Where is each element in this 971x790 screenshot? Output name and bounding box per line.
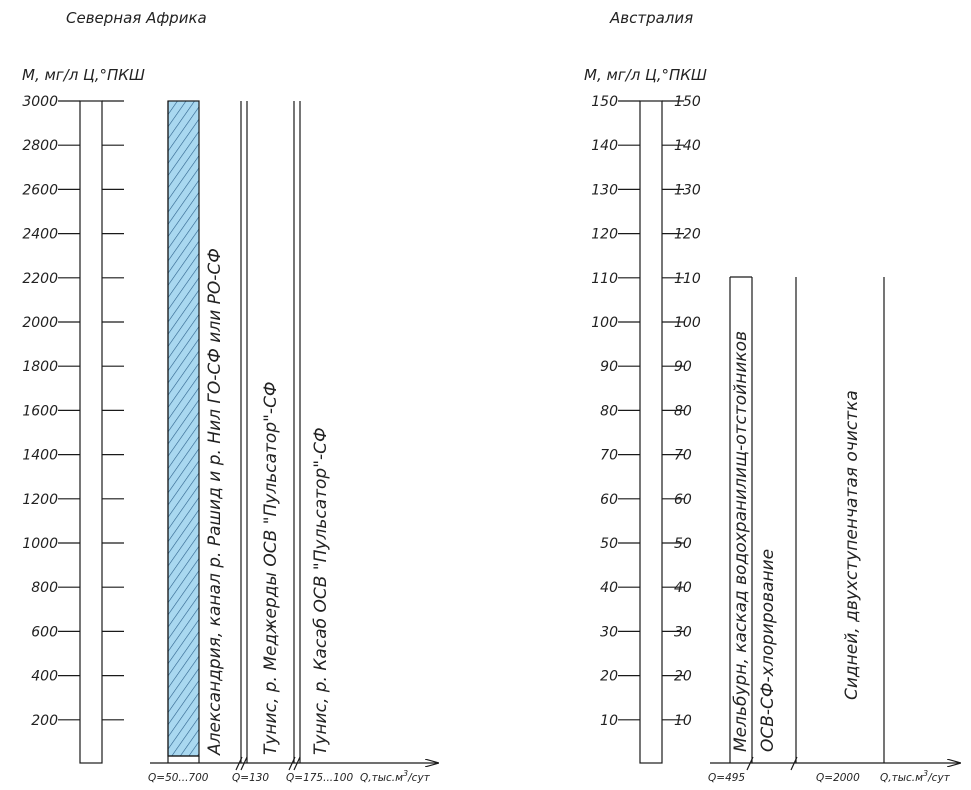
australia-tick-label: 60: [600, 492, 618, 508]
north-africa-tick-label: 2000: [22, 315, 58, 331]
north-africa-tick-label: 1000: [22, 536, 58, 552]
australia-tick-label-right: 50: [674, 536, 692, 552]
australia-tick-group: 150 150 140 140 130 130 120 120 110 110 100 100 90 90…: [591, 94, 701, 729]
north-africa-scale-column: [79, 100, 103, 764]
australia-tick-label-right: 40: [674, 580, 692, 596]
australia-tick-label: 120: [591, 227, 618, 243]
north-africa-tick-label: 1200: [22, 492, 58, 508]
australia-tick-label: 40: [600, 580, 618, 596]
australia-panel: Австралия М, мг/л Ц,°ПКШ 150 150 140 140 130…: [584, 9, 960, 784]
australia-tick-label-right: 100: [674, 315, 701, 331]
australia-tick-label: 90: [600, 359, 618, 375]
north-africa-axis-breaks: [235, 756, 301, 771]
north-africa-tick-label: 2800: [22, 138, 58, 154]
north-africa-tick-label: 3000: [22, 94, 58, 110]
australia-tick-label: 30: [600, 624, 618, 640]
north-africa-tick-label: 1400: [22, 448, 58, 464]
australia-title: Австралия: [609, 9, 693, 27]
north-africa-q1: Q=50...700: [148, 772, 209, 784]
australia-col-sydney: Сидней, двухступенчатая очистка: [842, 390, 862, 700]
australia-tick-label-right: 90: [674, 359, 692, 375]
australia-tick-label-right: 10: [674, 713, 692, 729]
australia-col-melbourne: Мельбурн, каскад водохранилищ-отстойнико…: [731, 331, 751, 752]
australia-tick-label: 140: [591, 138, 618, 154]
australia-q1: Q=495: [708, 772, 745, 784]
australia-tick-label-right: 30: [674, 624, 692, 640]
north-africa-tick-label: 800: [31, 580, 58, 596]
north-africa-q3: Q=175...100: [286, 772, 353, 784]
australia-tick-label: 70: [600, 448, 618, 464]
north-africa-tick-label: 2600: [22, 182, 58, 198]
north-africa-q-axis-label: Q,тыс.м3/сут: [360, 769, 431, 784]
australia-tick-label-right: 60: [674, 492, 692, 508]
north-africa-col-alexandria: Александрия, канал р. Рашид и р. Нил ГО-…: [205, 248, 225, 756]
australia-tick-label-right: 130: [674, 182, 701, 198]
north-africa-tick-group: 3000 2800 2600 2400 2200 2000 1800 1600 1400 1200…: [22, 94, 124, 729]
north-africa-tick-label: 200: [31, 713, 58, 729]
north-africa-tick-label: 400: [31, 669, 58, 685]
australia-q-axis-label: Q,тыс.м3/сут: [880, 769, 951, 784]
australia-col-osv: ОСВ-СФ-хлорирование: [758, 549, 778, 752]
australia-tick-label: 20: [600, 669, 618, 685]
australia-tick-label: 80: [600, 403, 618, 419]
north-africa-hatched-column: [167, 100, 200, 757]
australia-tick-label-right: 70: [674, 448, 692, 464]
north-africa-col-tunis-medjerda: Тунис, р. Меджерды ОСВ "Пульсатор"-СФ: [261, 381, 281, 755]
north-africa-title: Северная Африка: [66, 9, 207, 27]
australia-tick-label-right: 120: [674, 227, 701, 243]
australia-tick-label: 50: [600, 536, 618, 552]
north-africa-col-tunis-kasab: Тунис, р. Касаб ОСВ "Пульсатор"-СФ: [311, 427, 331, 755]
australia-scale-column: [639, 100, 663, 764]
australia-tick-label-right: 80: [674, 403, 692, 419]
australia-q2: Q=2000: [816, 772, 860, 784]
australia-tick-label-right: 110: [674, 271, 701, 287]
north-africa-tick-label: 2400: [22, 227, 58, 243]
australia-tick-label: 10: [600, 713, 618, 729]
north-africa-tick-label: 600: [31, 624, 58, 640]
north-africa-panel: Северная Африка М, мг/л Ц,°ПКШ 3000 2800 2…: [22, 9, 438, 784]
australia-axis-breaks: [746, 756, 798, 771]
north-africa-tick-label: 1600: [22, 403, 58, 419]
north-africa-tick-label: 2200: [22, 271, 58, 287]
north-africa-q2: Q=130: [232, 772, 269, 784]
australia-tick-label: 130: [591, 182, 618, 198]
australia-tick-label: 100: [591, 315, 618, 331]
australia-tick-label: 110: [591, 271, 618, 287]
north-africa-tick-label: 1800: [22, 359, 58, 375]
australia-tick-label: 150: [591, 94, 618, 110]
australia-tick-label-right: 20: [674, 669, 692, 685]
australia-tick-label-right: 140: [674, 138, 701, 154]
north-africa-axis-label: М, мг/л Ц,°ПКШ: [22, 66, 145, 84]
australia-tick-label-right: 150: [674, 94, 701, 110]
australia-axis-label: М, мг/л Ц,°ПКШ: [584, 66, 707, 84]
